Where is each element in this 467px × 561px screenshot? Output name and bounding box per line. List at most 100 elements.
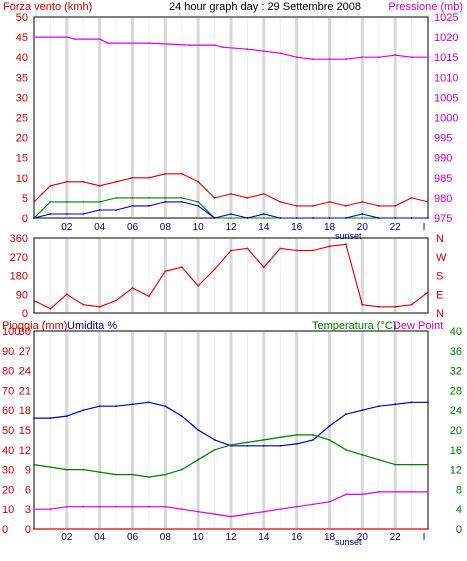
rain-panel-series-blue-point [82,409,85,412]
wind-series-blue-point [33,217,35,219]
rain-panel-series-blue-point [131,403,134,406]
wind-series-magenta-point [74,38,76,40]
pressure-y-tick-label: 980 [434,193,452,205]
wind-y-tick-label: 50 [16,12,28,24]
wind-series-red-point [361,201,364,203]
rain-panel-series-blue-point [213,439,216,441]
direction-series-point [65,293,68,296]
rain-panel-series-green-point [279,436,282,439]
wind-series-blue-point [345,217,347,219]
x-tick-label-rain: 04 [94,532,106,543]
rain-y-tick-label: 21 [19,385,31,397]
wind-series-magenta-point [361,56,364,59]
rain-panel-series-magenta-point [197,510,200,513]
rain-panel-series-green-point [65,468,68,471]
wind-series-red-point [65,180,68,183]
wind-series-red-point [205,189,208,191]
direction-series-point [394,305,397,308]
header-right-title: Pressione (mb) [388,1,463,13]
rain-panel-series-blue-point [115,405,117,408]
header-center-title: 24 hour graph day : 29 Settembre 2008 [169,1,361,13]
rain-panel-series-magenta-point [246,513,249,515]
direction-series-point [164,270,167,273]
direction-series-point [230,249,232,252]
rain-panel-series-green-point [115,473,117,476]
rain-y-tick-label: 15 [19,425,31,437]
wind-series-green-point [65,201,68,203]
pressure-y-tick-label: 1015 [434,52,458,64]
humidity-y-tick-label: 80 [2,366,14,378]
wind-series-green-point [230,217,232,219]
rain-panel-series-magenta-point [49,508,52,511]
direction-y-tick-label: 360 [10,233,28,245]
rain-panel-series-green-point [33,463,35,466]
temperature-y-tick-label: 0 [456,524,462,536]
x-tick-label-wind: 08 [160,222,172,233]
rain-panel-series-green-point [377,458,380,461]
humidity-y-tick-label: 40 [2,445,14,457]
rain-panel-series-blue-point [377,405,380,408]
wind-series-red-point [164,172,167,175]
rain-panel-series-magenta-point [148,505,150,508]
wind-series-red-point [197,180,200,183]
rain-panel-series-magenta-point [65,505,68,508]
pressure-y-tick-label: 1010 [434,72,458,84]
rain-panel-series-magenta-point [410,491,413,493]
rain-panel-series-green-point [131,473,134,476]
direction-series-point [148,295,150,298]
dewpoint-axis-title: Dew Point [393,320,443,332]
direction-series-point [197,285,200,287]
sunset-label-rain: sunset [335,537,362,547]
temperature-y-tick-label: 20 [450,425,462,437]
wind-y-tick-label: 10 [16,173,28,185]
wind-series-green-point [41,209,44,211]
wind-series-blue-point [361,213,364,215]
pressure-y-tick-label: 1025 [434,12,458,24]
wind-series-red-point [131,176,134,179]
rain-panel-series-green-point [312,434,314,436]
wind-series-red-point [148,176,150,179]
rain-panel-series-blue-point [49,417,52,419]
wind-series-red-point [246,197,249,199]
rain-panel-series-blue-point [33,417,35,419]
direction-series-point [213,268,216,271]
rain-panel-series-green-point [82,468,85,471]
humidity-axis-title: Umidita % [67,320,117,332]
rain-panel-series-green-point [328,439,331,441]
rain-panel-series-blue-point [312,439,314,441]
panel-direction-frame [33,237,429,314]
x-tick-label-wind: 06 [127,222,139,233]
wind-y-tick-label: 5 [22,193,28,205]
temperature-y-tick-label: 4 [456,504,462,516]
x-tick-label-rain: 20 [357,532,369,543]
humidity-y-tick-label: 50 [2,425,14,437]
rain-panel-series-magenta-point [295,505,298,508]
direction-series-point [98,305,101,308]
wind-series-blue-point [262,213,265,215]
x-tick-label-rain: 16 [291,532,303,543]
temperature-y-tick-label: 40 [450,326,462,338]
tick-labels-layer: 0202040406060808101012121414161618182020… [2,12,462,543]
rain-panel-series-magenta-point [115,505,117,508]
humidity-y-tick-label: 30 [2,465,14,477]
direction-compass-label: W [436,252,447,264]
direction-series-point [427,291,429,294]
wind-y-tick-label: 40 [16,52,28,64]
rain-panel-series-blue-point [427,401,429,404]
direction-series-point [33,299,35,302]
x-tick-label-rain: 14 [258,532,270,543]
wind-series-green-point [148,197,150,199]
wind-series-blue-point [394,217,397,219]
temperature-y-tick-label: 8 [456,484,462,496]
pressure-y-tick-label: 995 [434,133,452,145]
wind-y-tick-label: 35 [16,72,28,84]
rain-panel-series-magenta-point [279,508,282,511]
rain-panel-series-green-point [98,471,101,473]
wind-series-blue-point [295,217,298,219]
direction-y-tick-label: 0 [22,308,28,320]
wind-series-green-point [197,201,200,203]
direction-compass-label: N [436,308,444,320]
wind-series-blue-point [230,213,232,215]
